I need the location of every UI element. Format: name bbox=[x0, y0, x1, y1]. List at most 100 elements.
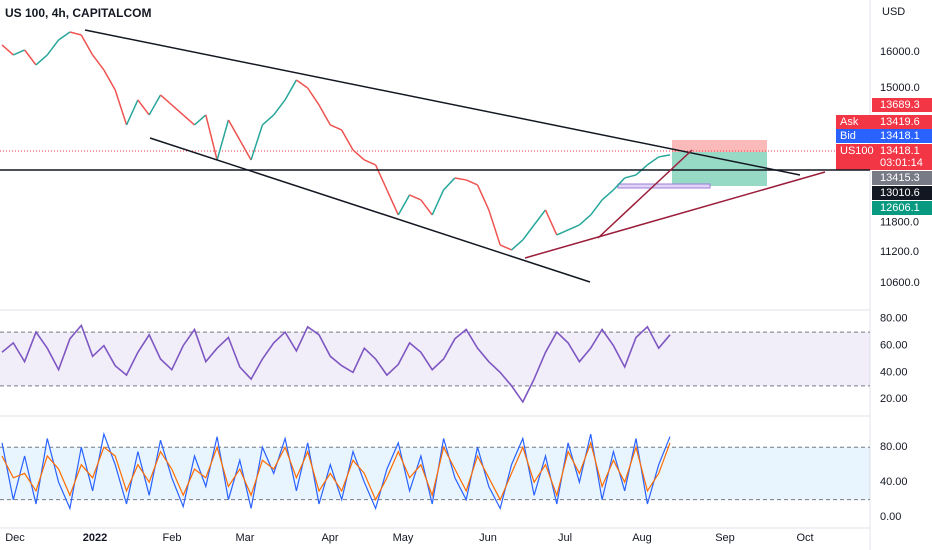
price-segment bbox=[273, 99, 286, 116]
price-segment bbox=[397, 194, 411, 216]
price-segment bbox=[590, 199, 603, 216]
price-segment bbox=[80, 34, 94, 56]
y-tick-label: 0.00 bbox=[880, 511, 901, 523]
price-segment bbox=[488, 209, 501, 246]
price-segment bbox=[171, 104, 184, 116]
y-tick-label: 60.00 bbox=[880, 339, 908, 351]
price-segment bbox=[307, 87, 320, 106]
marker-value: 13010.6 bbox=[880, 187, 920, 199]
marker-value: 13415.3 bbox=[880, 172, 920, 184]
x-tick-label: Sep bbox=[715, 532, 735, 544]
y-tick-label: 40.00 bbox=[880, 476, 908, 488]
indicator-band bbox=[0, 447, 870, 500]
price-segment bbox=[352, 149, 365, 161]
trendline bbox=[597, 149, 693, 239]
price-segment bbox=[58, 31, 71, 41]
range-box bbox=[617, 183, 711, 189]
price-marker bbox=[836, 115, 932, 129]
x-tick-label: Jul bbox=[558, 532, 572, 544]
y-tick-label: 80.00 bbox=[880, 441, 908, 453]
price-segment bbox=[103, 69, 116, 91]
price-segment bbox=[476, 184, 490, 211]
price-marker bbox=[872, 171, 932, 185]
price-segment bbox=[193, 114, 207, 126]
marker-value: 13689.3 bbox=[880, 99, 920, 111]
price-marker bbox=[836, 129, 932, 143]
y-tick-label: 80.00 bbox=[880, 313, 908, 325]
price-segment bbox=[91, 54, 105, 71]
target-zone bbox=[672, 152, 767, 186]
price-segment bbox=[624, 174, 637, 179]
price-segment bbox=[601, 189, 614, 201]
y-tick-label: 16000.0 bbox=[880, 46, 920, 58]
price-segment bbox=[182, 114, 195, 126]
price-segment bbox=[227, 119, 241, 141]
x-tick-label: Mar bbox=[236, 532, 255, 544]
trendline bbox=[524, 171, 826, 259]
marker-name: Bid bbox=[840, 130, 856, 142]
price-segment bbox=[46, 39, 60, 56]
price-segment bbox=[499, 244, 512, 251]
marker-name: US100 bbox=[840, 145, 874, 157]
price-segment bbox=[148, 94, 162, 116]
x-tick-label: May bbox=[393, 532, 414, 544]
price-segment bbox=[239, 139, 252, 161]
price-segment bbox=[612, 177, 626, 191]
marker-countdown: 03:01:14 bbox=[880, 157, 923, 169]
price-segment bbox=[295, 79, 309, 89]
indicator-band bbox=[0, 332, 870, 386]
price-segment bbox=[374, 164, 388, 191]
price-segment bbox=[443, 177, 456, 191]
price-segment bbox=[510, 239, 524, 251]
price-segment bbox=[1, 44, 14, 56]
y-tick-label: 10600.0 bbox=[880, 277, 920, 289]
x-tick-label: Oct bbox=[796, 532, 813, 544]
marker-value: 12606.1 bbox=[880, 202, 920, 214]
price-marker bbox=[872, 201, 932, 215]
price-segment bbox=[522, 224, 535, 241]
trendline bbox=[149, 137, 591, 283]
price-segment bbox=[24, 49, 37, 66]
y-tick-label: 20.00 bbox=[880, 393, 908, 405]
marker-value: 13418.1 bbox=[880, 145, 920, 157]
price-segment bbox=[125, 99, 139, 126]
price-segment bbox=[646, 156, 660, 166]
price-segment bbox=[364, 159, 376, 166]
chart-title: US 100, 4h, CAPITALCOM bbox=[5, 6, 151, 20]
price-segment bbox=[160, 94, 173, 106]
x-tick-label: 2022 bbox=[83, 532, 107, 544]
price-marker bbox=[836, 144, 932, 170]
y-tick-label: 15000.0 bbox=[880, 82, 920, 94]
price-segment bbox=[137, 99, 150, 116]
price-segment bbox=[261, 114, 275, 126]
price-segment bbox=[431, 189, 445, 216]
x-tick-label: Apr bbox=[321, 532, 338, 544]
marker-name: Ask bbox=[840, 116, 859, 128]
price-segment bbox=[341, 129, 354, 151]
price-segment bbox=[567, 224, 580, 231]
currency: USD bbox=[882, 6, 905, 18]
x-tick-label: Feb bbox=[163, 532, 182, 544]
marker-value: 13419.6 bbox=[880, 116, 920, 128]
price-segment bbox=[533, 209, 547, 226]
y-tick-label: 11200.0 bbox=[880, 246, 919, 258]
price-segment bbox=[284, 79, 298, 101]
price-segment bbox=[465, 179, 478, 186]
price-segment bbox=[69, 31, 82, 36]
price-segment bbox=[330, 124, 342, 131]
price-segment bbox=[250, 124, 264, 161]
price-marker bbox=[872, 186, 932, 200]
price-segment bbox=[114, 89, 128, 126]
price-segment bbox=[386, 189, 399, 216]
x-tick-label: Aug bbox=[632, 532, 652, 544]
series-line bbox=[1, 323, 671, 404]
trendline bbox=[84, 29, 801, 176]
y-tick-label: 40.00 bbox=[880, 366, 908, 378]
price-segment bbox=[420, 199, 433, 216]
x-tick-label: Jun bbox=[479, 532, 497, 544]
price-segment bbox=[658, 154, 671, 158]
price-segment bbox=[318, 104, 331, 126]
price-marker bbox=[872, 98, 932, 112]
marker-value: 13418.1 bbox=[880, 130, 920, 142]
